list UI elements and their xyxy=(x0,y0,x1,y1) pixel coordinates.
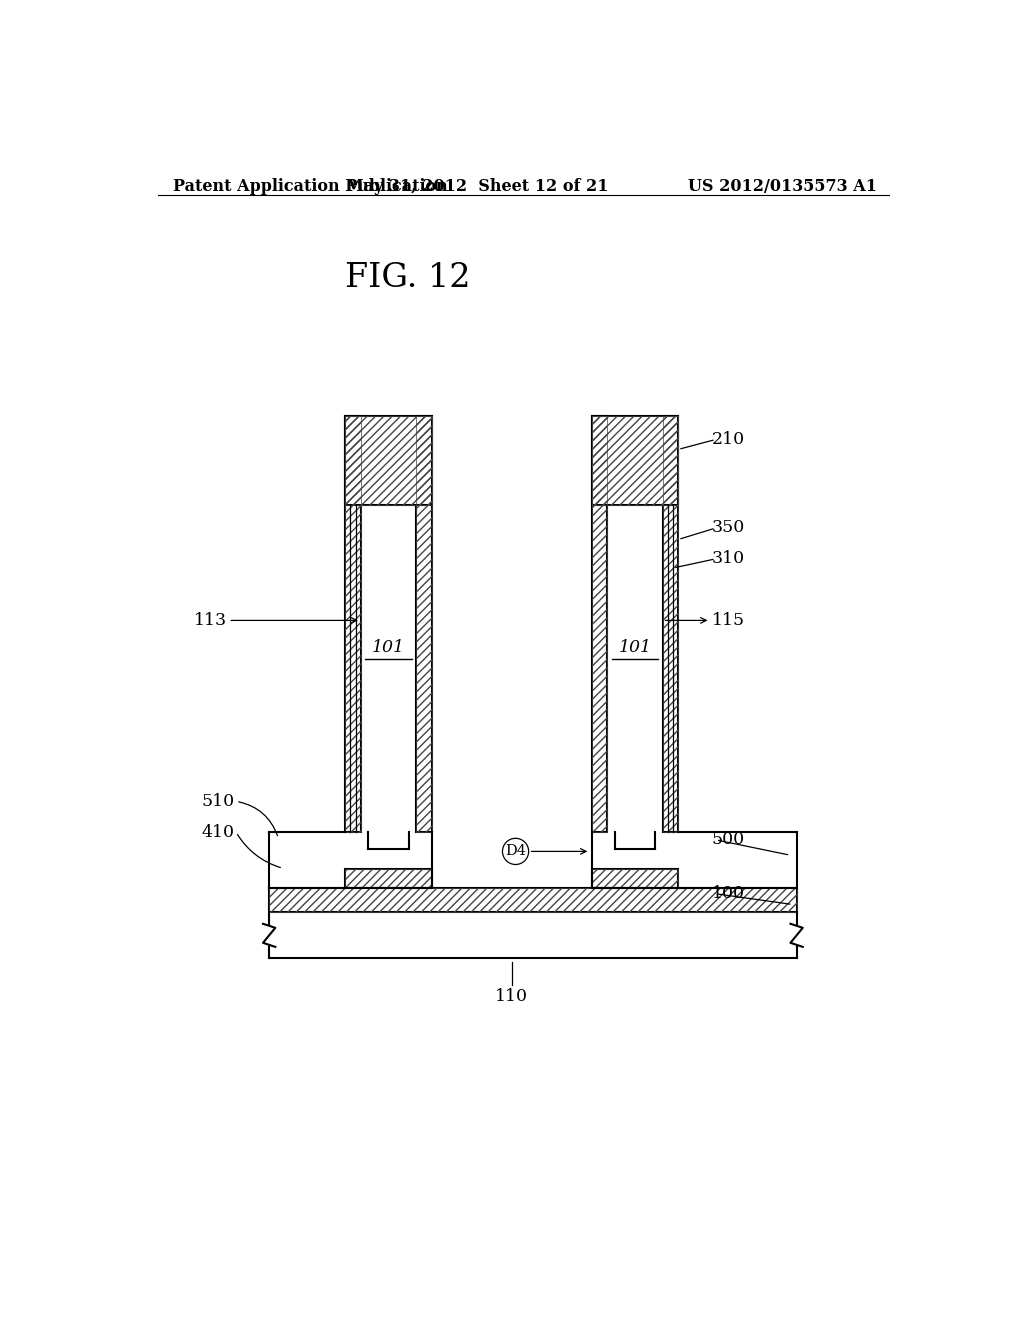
Bar xyxy=(345,869,432,887)
Bar xyxy=(345,416,432,506)
Bar xyxy=(592,869,678,887)
Text: 210: 210 xyxy=(712,430,745,447)
Bar xyxy=(592,869,678,887)
Text: 113: 113 xyxy=(194,612,226,628)
Bar xyxy=(345,869,432,887)
Bar xyxy=(345,416,360,832)
Text: 115: 115 xyxy=(712,612,745,628)
Bar xyxy=(592,416,678,506)
Text: US 2012/0135573 A1: US 2012/0135573 A1 xyxy=(688,178,878,194)
Text: Patent Application Publication: Patent Application Publication xyxy=(173,178,447,194)
Text: May 31, 2012  Sheet 12 of 21: May 31, 2012 Sheet 12 of 21 xyxy=(346,178,608,194)
Bar xyxy=(416,416,432,832)
Bar xyxy=(345,416,360,832)
Text: 101: 101 xyxy=(618,639,651,656)
Bar xyxy=(269,887,797,912)
Text: 410: 410 xyxy=(202,824,234,841)
Text: D4: D4 xyxy=(505,845,526,858)
Bar xyxy=(269,887,797,912)
Bar xyxy=(663,416,678,832)
Text: 500: 500 xyxy=(712,832,745,849)
Bar xyxy=(663,416,678,832)
Text: FIG. 12: FIG. 12 xyxy=(345,263,470,294)
Bar xyxy=(592,416,607,832)
Bar xyxy=(360,506,416,832)
Text: 310: 310 xyxy=(712,550,745,568)
Bar xyxy=(592,416,607,832)
Text: 350: 350 xyxy=(712,520,745,536)
Text: 101: 101 xyxy=(372,639,406,656)
Bar xyxy=(592,832,797,887)
Text: 110: 110 xyxy=(496,987,528,1005)
Text: 510: 510 xyxy=(202,793,234,810)
Bar xyxy=(269,832,432,887)
Bar xyxy=(345,416,432,506)
Bar xyxy=(607,506,663,832)
Text: 100: 100 xyxy=(712,886,744,903)
Bar xyxy=(416,416,432,832)
Bar xyxy=(592,416,678,506)
